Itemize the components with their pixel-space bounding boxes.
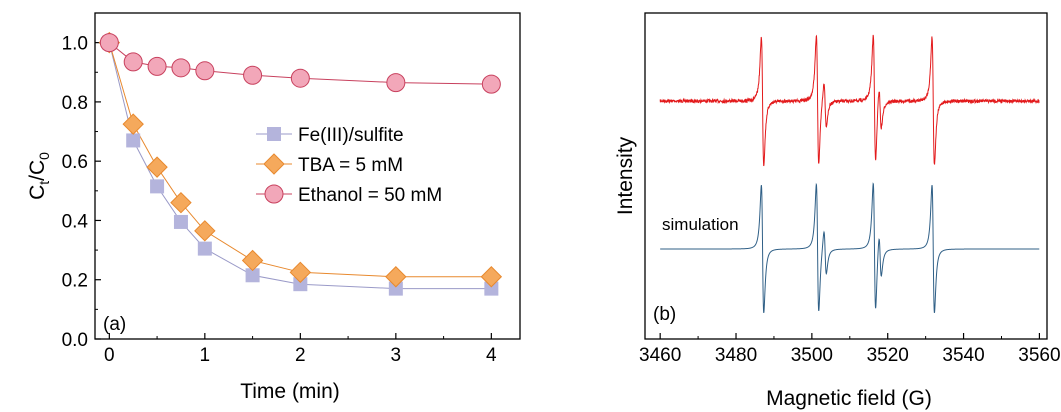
panel-a-x-axis: 0 1 2 3 4 bbox=[104, 333, 497, 366]
data-point-diamond bbox=[385, 266, 407, 288]
data-point-diamond bbox=[480, 266, 503, 288]
legend-circle-marker bbox=[264, 184, 284, 204]
legend-label-fe-sulfite: Fe(III)/sulfite bbox=[298, 125, 404, 146]
x-tick-label: 3 bbox=[391, 345, 402, 366]
data-point-circle bbox=[243, 65, 263, 85]
legend-item-tba: TBA = 5 mM bbox=[256, 153, 403, 176]
panel-a-legend: Fe(III)/sulfite TBA = 5 mM Ethanol = 50 … bbox=[256, 125, 442, 206]
x-tick-label: 1 bbox=[200, 345, 211, 366]
legend-square-marker bbox=[267, 127, 281, 141]
data-point-square bbox=[173, 214, 188, 229]
y-tick-label: 0.6 bbox=[62, 152, 88, 173]
y-tick-label: 0.8 bbox=[62, 93, 88, 114]
legend-label-ethanol: Ethanol = 50 mM bbox=[298, 185, 442, 206]
y-tick-label: 0.2 bbox=[62, 271, 88, 292]
y-tick-label: 1.0 bbox=[62, 34, 88, 55]
data-point-circle bbox=[195, 61, 215, 81]
x-tick-label: 0 bbox=[104, 345, 115, 366]
panel-b-y-axis-label: Intensity bbox=[614, 136, 637, 215]
y-tick-label: 0.0 bbox=[62, 330, 88, 351]
panel-b-plot-frame bbox=[644, 12, 1048, 340]
panel-b-x-axis-label: Magnetic field (G) bbox=[766, 387, 932, 410]
x-tick-label: 3560 bbox=[1018, 345, 1060, 366]
panel-b-series bbox=[659, 34, 1040, 313]
data-point-square bbox=[245, 268, 260, 283]
data-point-diamond bbox=[289, 261, 312, 284]
data-point-square bbox=[150, 179, 165, 194]
panel-a-kinetics-chart: 0 1 2 3 4 0.0 0.2 0.4 0.6 0.8 1.0 Time (min) Ct/C… bbox=[26, 12, 521, 403]
x-tick-label: 2 bbox=[295, 345, 306, 366]
x-tick-label: 3540 bbox=[942, 345, 984, 366]
y-tick-label: 0.4 bbox=[62, 211, 89, 232]
panel-a-x-axis-label: Time (min) bbox=[240, 380, 340, 403]
panel-b-epr-spectrum: 3460 3480 3500 3520 3540 3560 Magnetic field … bbox=[614, 12, 1061, 410]
data-point-diamond bbox=[241, 249, 264, 272]
data-point-diamond bbox=[194, 220, 216, 242]
data-point-circle bbox=[481, 74, 501, 94]
panel-a-y-axis: 0.0 0.2 0.4 0.6 0.8 1.0 bbox=[62, 12, 101, 351]
data-point-square bbox=[388, 281, 403, 296]
x-tick-label: 3460 bbox=[639, 345, 681, 366]
data-point-circle bbox=[386, 73, 406, 93]
data-point-circle bbox=[290, 68, 310, 88]
data-point-square bbox=[293, 277, 308, 292]
x-tick-label: 4 bbox=[486, 345, 497, 366]
data-point-circle bbox=[171, 58, 191, 78]
legend-diamond-marker bbox=[263, 153, 285, 175]
data-point-diamond bbox=[122, 113, 144, 135]
panel-b-label: (b) bbox=[653, 304, 676, 325]
data-point-square bbox=[484, 281, 499, 296]
panel-a-label: (a) bbox=[103, 314, 126, 335]
data-point-diamond bbox=[170, 191, 192, 214]
simulation-spectrum-line bbox=[660, 182, 1040, 313]
data-point-circle bbox=[147, 56, 167, 76]
legend-item-fe-sulfite: Fe(III)/sulfite bbox=[256, 125, 404, 146]
data-point-diamond bbox=[146, 156, 168, 178]
panel-a-y-axis-label: Ct/C0 bbox=[26, 152, 52, 200]
panel-b-x-axis: 3460 3480 3500 3520 3540 3560 bbox=[639, 333, 1061, 366]
x-tick-label: 3500 bbox=[791, 345, 833, 366]
legend-label-tba: TBA = 5 mM bbox=[298, 155, 403, 176]
experimental-spectrum-line bbox=[659, 34, 1040, 167]
data-point-circle bbox=[99, 33, 119, 53]
x-tick-label: 3480 bbox=[715, 345, 757, 366]
x-tick-label: 3520 bbox=[867, 345, 909, 366]
data-point-circle bbox=[123, 52, 143, 72]
simulation-annotation: simulation bbox=[662, 215, 739, 234]
data-point-square bbox=[197, 241, 212, 256]
panel-a-series bbox=[98, 31, 503, 296]
data-point-square bbox=[126, 133, 141, 148]
panel-a-plot-frame bbox=[94, 12, 521, 340]
legend-item-ethanol: Ethanol = 50 mM bbox=[256, 184, 442, 206]
